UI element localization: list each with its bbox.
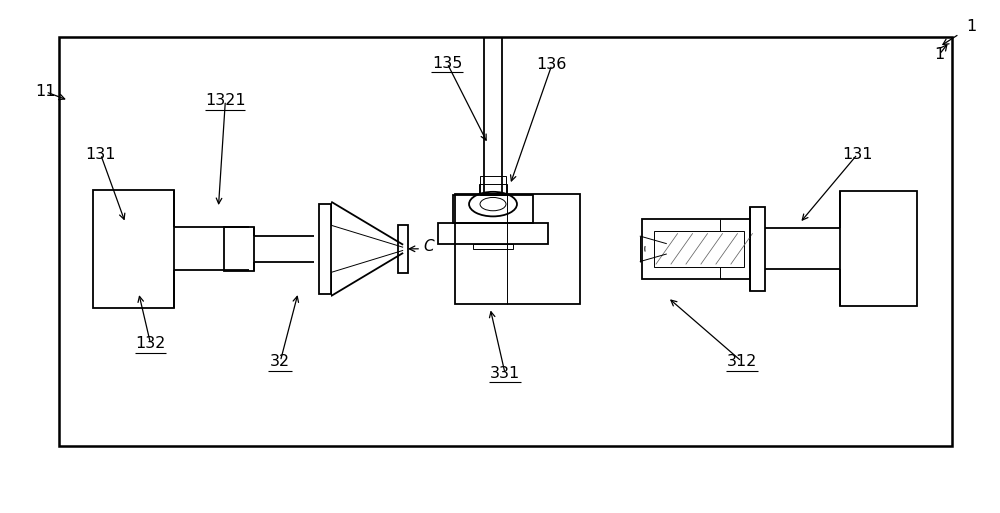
Bar bbox=[473, 244, 513, 249]
Text: 312: 312 bbox=[726, 354, 757, 369]
Text: 131: 131 bbox=[842, 147, 873, 162]
Bar bbox=[93, 190, 174, 308]
Text: 331: 331 bbox=[490, 366, 520, 381]
Text: C: C bbox=[423, 239, 434, 254]
Bar bbox=[654, 231, 744, 267]
Text: 132: 132 bbox=[135, 336, 166, 351]
Bar bbox=[398, 225, 408, 273]
Bar bbox=[479, 184, 507, 193]
Bar bbox=[480, 175, 506, 195]
Text: 135: 135 bbox=[432, 55, 462, 71]
Bar bbox=[840, 191, 917, 306]
Bar bbox=[438, 223, 548, 244]
Bar bbox=[642, 219, 750, 279]
Bar bbox=[453, 195, 533, 223]
Bar bbox=[224, 227, 254, 270]
Text: 131: 131 bbox=[85, 147, 116, 162]
Bar bbox=[59, 36, 952, 446]
Bar bbox=[455, 194, 580, 304]
Text: 11: 11 bbox=[35, 84, 56, 99]
Text: 1321: 1321 bbox=[205, 93, 246, 108]
Text: 1: 1 bbox=[934, 47, 945, 62]
Text: 1: 1 bbox=[966, 19, 976, 34]
Text: 136: 136 bbox=[537, 57, 567, 72]
Bar bbox=[319, 204, 331, 293]
Text: 32: 32 bbox=[270, 354, 290, 369]
Bar bbox=[750, 207, 765, 291]
